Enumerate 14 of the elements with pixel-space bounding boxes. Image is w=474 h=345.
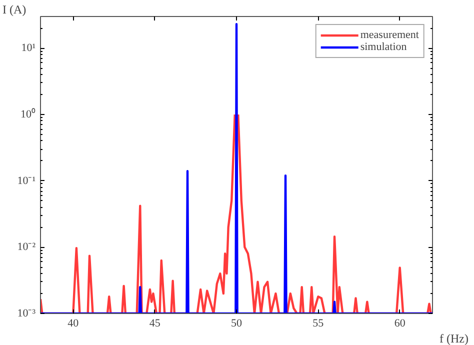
legend-label: measurement [360,29,419,41]
x-axis-title: f (Hz) [440,332,469,345]
y-tick-label: 10⁰ [20,107,36,120]
y-tick-label: 10⁻¹ [17,174,36,187]
x-tick-label: 55 [312,318,324,330]
y-tick-label: 10¹ [21,42,36,54]
legend-label: simulation [360,41,407,53]
y-tick-label: 10⁻² [17,241,36,254]
x-tick-label: 60 [394,318,406,330]
x-tick-label: 40 [68,318,80,330]
y-tick-label: 10⁻³ [17,308,36,320]
x-tick-label: 45 [149,318,161,330]
y-axis-title: I (A) [2,2,26,16]
x-tick-label: 50 [231,318,242,330]
